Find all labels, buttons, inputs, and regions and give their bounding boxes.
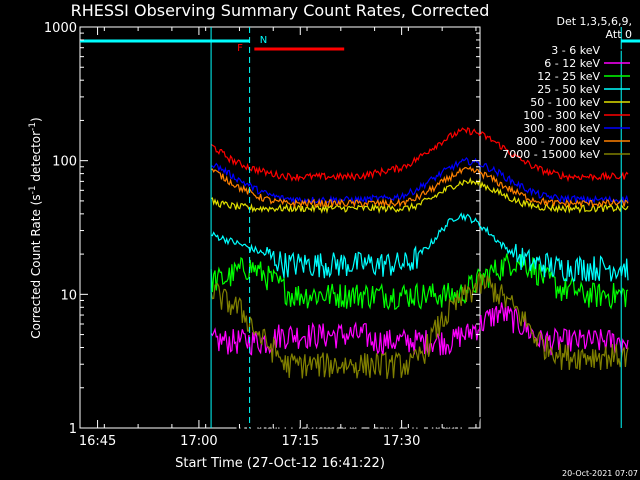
y-label-sup2: -1 <box>28 122 38 131</box>
y-label-main: Corrected Count Rate (s <box>29 194 43 338</box>
series-line-0 <box>210 355 629 431</box>
y-label-sup1: -1 <box>28 185 38 194</box>
x-tick-label-1: 17:00 <box>180 434 217 449</box>
legend-label-3: 25 - 50 keV <box>537 83 600 96</box>
timestamp: 20-Oct-2021 07:07 <box>562 469 638 478</box>
x-tick-label-0: 16:45 <box>79 434 116 449</box>
series-line-7 <box>210 165 629 209</box>
series-line-4 <box>210 177 629 214</box>
series-line-1 <box>210 302 629 356</box>
series-line-3 <box>210 212 629 282</box>
y-tick-label-0: 1 <box>69 422 77 437</box>
legend-header-1: Att 0 <box>606 28 632 41</box>
y-tick-label-1: 10 <box>60 288 77 303</box>
series-line-2 <box>210 253 629 311</box>
series-line-6 <box>210 157 629 205</box>
legend-label-4: 50 - 100 keV <box>530 96 600 109</box>
y-axis-label: Corrected Count Rate (s-1 detector-1) <box>28 117 43 338</box>
y-label-end: ) <box>29 117 43 122</box>
legend-label-6: 300 - 800 keV <box>523 122 600 135</box>
flare-flag-label: F <box>237 43 243 54</box>
x-tick-label-3: 17:30 <box>383 434 420 449</box>
y-tick-label-2: 100 <box>52 155 77 170</box>
night-flag-label: N <box>260 35 267 46</box>
x-tick-label-2: 17:15 <box>282 434 319 449</box>
legend-label-0: 3 - 6 keV <box>551 44 600 57</box>
x-axis-label: Start Time (27-Oct-12 16:41:22) <box>175 456 385 471</box>
chart-title: RHESSI Observing Summary Count Rates, Co… <box>71 1 490 20</box>
y-label-mid: detector <box>29 131 43 186</box>
legend-header-0: Det 1,3,5,6,9, <box>556 15 632 28</box>
series-line-8 <box>210 272 629 380</box>
legend-label-2: 12 - 25 keV <box>537 70 600 83</box>
legend-label-5: 100 - 300 keV <box>523 109 600 122</box>
y-tick-label-3: 1000 <box>44 21 77 36</box>
plot-frame <box>79 26 481 429</box>
legend-label-1: 6 - 12 keV <box>544 57 600 70</box>
legend-label-7: 800 - 7000 keV <box>516 135 600 148</box>
legend-label-8: 7000 - 15000 keV <box>502 148 600 161</box>
series-line-5 <box>210 127 629 183</box>
